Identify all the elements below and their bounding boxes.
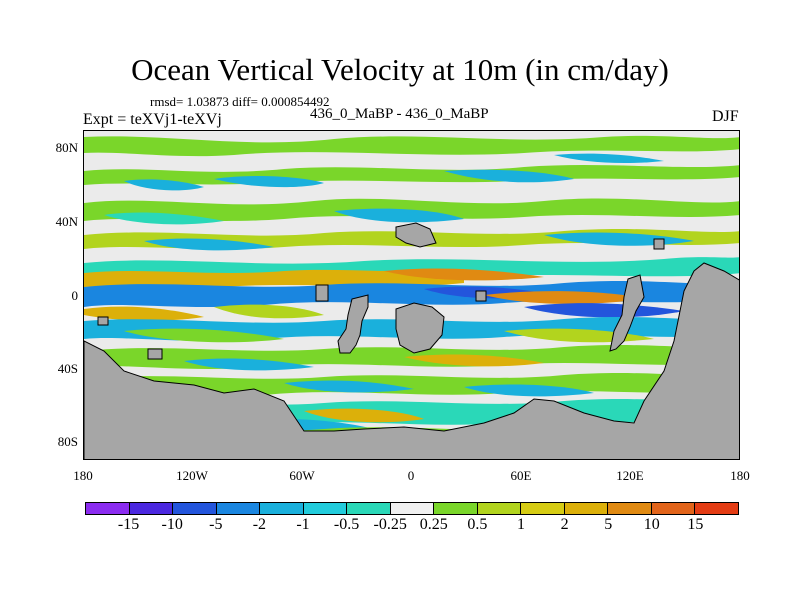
- x-tick-label: 120W: [176, 468, 208, 483]
- colorbar-cell: [303, 503, 348, 514]
- colorbar-cell: [173, 503, 217, 514]
- colorbar-cell: [521, 503, 565, 514]
- colorbar-cell: [129, 503, 174, 514]
- colorbar-cell: [347, 503, 391, 514]
- colorbar-label: 0.25: [419, 516, 448, 533]
- colorbar-label: -10: [161, 516, 183, 533]
- colorbar-label: 10: [643, 516, 660, 533]
- colorbar-label: -0.25: [373, 516, 407, 533]
- colorbar-label: -5: [209, 516, 223, 533]
- x-tick-label: 0: [407, 468, 415, 483]
- colorbar-label: 1: [517, 516, 525, 533]
- x-tick-label: 180: [73, 468, 93, 483]
- y-tick-label: 0: [71, 288, 79, 303]
- colorbar-label: -0.5: [333, 516, 360, 533]
- x-tick-label: 180: [730, 468, 750, 483]
- colorbar-label: -1: [296, 516, 310, 533]
- colorbar-cell: [477, 503, 522, 514]
- map-panel: [83, 130, 740, 460]
- runs-label: 436_0_MaBP - 436_0_MaBP: [310, 106, 489, 122]
- season-label: DJF: [712, 108, 739, 125]
- stats-label: rmsd= 1.03873 diff= 0.000854492: [150, 94, 330, 109]
- colorbar-label: 15: [687, 516, 704, 533]
- page-title: Ocean Vertical Velocity at 10m (in cm/da…: [131, 52, 669, 87]
- colorbar-cell: [651, 503, 696, 514]
- y-tick-label: 80N: [55, 140, 78, 155]
- x-tick-label: 60E: [510, 468, 532, 483]
- colorbar-cell: [434, 503, 478, 514]
- colorbar: [85, 502, 739, 515]
- colorbar-label: 2: [560, 516, 569, 533]
- y-tick-label: 40S: [57, 361, 78, 376]
- map-field: [84, 131, 739, 459]
- y-tick-label: 80S: [57, 434, 78, 449]
- experiment-label: Expt = teXVj1-teXVj: [83, 111, 222, 128]
- colorbar-label: -2: [252, 516, 267, 533]
- colorbar-cell: [86, 503, 130, 514]
- colorbar-label: -15: [117, 516, 140, 533]
- x-tick-label: 60W: [289, 468, 315, 483]
- colorbar-label: 5: [604, 516, 613, 533]
- colorbar-cell: [695, 503, 738, 514]
- colorbar-cell: [216, 503, 261, 514]
- colorbar-cell: [260, 503, 304, 514]
- x-tick-label: 120E: [616, 468, 644, 483]
- colorbar-cell: [608, 503, 652, 514]
- colorbar-label: 0.5: [467, 516, 488, 533]
- colorbar-cell: [390, 503, 435, 514]
- y-tick-label: 40N: [55, 214, 78, 229]
- colorbar-cell: [564, 503, 609, 514]
